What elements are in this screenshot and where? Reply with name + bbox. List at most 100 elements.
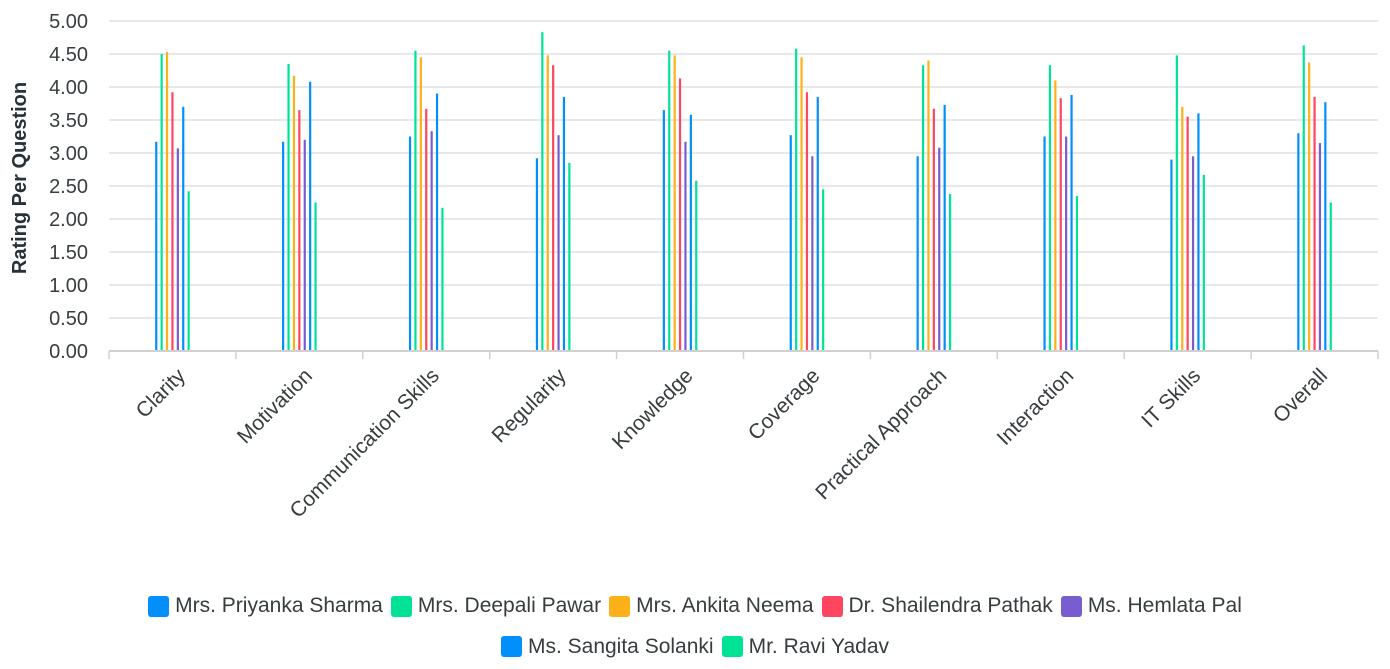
bar[interactable]: [298, 110, 301, 351]
bar[interactable]: [927, 60, 930, 351]
y-axis: 0.00 0.50 1.00 1.50 2.00 2.50 3.00 3.50 4.00 4.50…: [49, 11, 88, 363]
bar[interactable]: [816, 96, 819, 352]
bar[interactable]: [921, 65, 925, 351]
bar[interactable]: [1202, 174, 1205, 351]
y-tick-label: 1.50: [49, 242, 88, 264]
bar[interactable]: [1297, 133, 1300, 351]
bar[interactable]: [673, 55, 676, 351]
bar[interactable]: [916, 156, 919, 351]
bar[interactable]: [441, 207, 444, 351]
bar[interactable]: [1197, 113, 1200, 352]
bar[interactable]: [557, 135, 560, 351]
bar[interactable]: [165, 52, 169, 352]
bar[interactable]: [187, 191, 190, 351]
bar[interactable]: [1186, 116, 1189, 351]
bar[interactable]: [1308, 62, 1311, 352]
bar[interactable]: [943, 104, 946, 351]
bar[interactable]: [1318, 143, 1322, 351]
bar[interactable]: [552, 65, 555, 351]
bar[interactable]: [822, 189, 825, 351]
bar[interactable]: [414, 50, 417, 351]
bar[interactable]: [155, 141, 158, 351]
bar[interactable]: [1181, 106, 1184, 351]
legend-label: Mrs. Deepali Pawar: [417, 594, 602, 617]
legend-label: Ms. Hemlata Pal: [1087, 594, 1242, 617]
legend-swatch: [1060, 595, 1082, 617]
bar[interactable]: [160, 54, 163, 351]
bar[interactable]: [1048, 65, 1052, 351]
bar[interactable]: [1054, 80, 1057, 352]
y-tick-label: 1.00: [49, 275, 88, 297]
bar[interactable]: [1075, 195, 1079, 351]
legend-item[interactable]: Ms. Sangita Solanki: [500, 629, 714, 665]
bar[interactable]: [568, 162, 571, 351]
y-tick-label: 5.00: [49, 11, 88, 33]
bar[interactable]: [938, 147, 941, 351]
bar[interactable]: [292, 75, 296, 351]
bar[interactable]: [1070, 94, 1073, 352]
legend-swatch: [721, 636, 743, 657]
bar[interactable]: [795, 48, 798, 351]
legend-label: Mrs. Ankita Neema: [636, 594, 814, 617]
legend-item[interactable]: Mrs. Ankita Neema: [609, 588, 814, 624]
bar[interactable]: [789, 135, 792, 351]
bar[interactable]: [1313, 96, 1316, 352]
bar[interactable]: [689, 114, 692, 351]
legend-item[interactable]: Mrs. Priyanka Sharma: [148, 588, 383, 624]
bar[interactable]: [668, 50, 671, 351]
legend-item[interactable]: Mr. Ravi Yadav: [721, 629, 890, 665]
bar[interactable]: [684, 141, 687, 351]
legend-swatch: [148, 595, 170, 617]
bar[interactable]: [1324, 102, 1327, 352]
bar[interactable]: [1329, 202, 1332, 352]
bar[interactable]: [309, 81, 312, 351]
bar[interactable]: [419, 57, 422, 352]
bar[interactable]: [1043, 136, 1046, 352]
y-tick-label: 4.50: [49, 44, 88, 66]
bar[interactable]: [948, 193, 952, 351]
bar[interactable]: [408, 136, 412, 352]
bar[interactable]: [562, 96, 566, 352]
bar[interactable]: [678, 78, 682, 352]
legend-swatch: [609, 595, 631, 617]
bar[interactable]: [425, 108, 428, 351]
bar[interactable]: [546, 55, 549, 351]
bar[interactable]: [541, 32, 544, 351]
bar[interactable]: [176, 148, 179, 351]
bar[interactable]: [1170, 159, 1173, 351]
bar[interactable]: [1065, 136, 1068, 352]
bar[interactable]: [430, 131, 433, 351]
y-tick-label: 3.50: [49, 110, 88, 132]
bar[interactable]: [314, 202, 317, 352]
x-tick-label: Knowledge: [608, 364, 698, 454]
bars: [155, 32, 1332, 352]
bar[interactable]: [811, 156, 814, 351]
bar[interactable]: [800, 57, 803, 352]
bar[interactable]: [695, 180, 698, 351]
bar[interactable]: [662, 110, 665, 351]
bar[interactable]: [805, 92, 809, 351]
y-tick-label: 2.00: [49, 209, 88, 231]
bar[interactable]: [1059, 98, 1062, 351]
bar[interactable]: [932, 108, 935, 351]
legend-swatch: [821, 595, 843, 617]
bar[interactable]: [171, 92, 174, 351]
legend-item[interactable]: Dr. Shailendra Pathak: [821, 588, 1053, 624]
bar[interactable]: [1302, 45, 1305, 352]
x-tick-label: Clarity: [132, 364, 191, 423]
bar[interactable]: [287, 63, 290, 352]
bar[interactable]: [535, 158, 539, 351]
y-tick-label: 0.00: [49, 341, 88, 363]
bar[interactable]: [435, 93, 439, 351]
legend-item[interactable]: Ms. Hemlata Pal: [1060, 588, 1242, 624]
bar[interactable]: [182, 106, 185, 351]
bar[interactable]: [1175, 55, 1178, 351]
bar[interactable]: [1191, 156, 1195, 351]
x-tick-label: Practical Approach: [811, 364, 951, 504]
legend-item[interactable]: Mrs. Deepali Pawar: [390, 588, 602, 624]
bar[interactable]: [303, 139, 306, 351]
bar[interactable]: [282, 141, 285, 351]
legend-label: Mr. Ravi Yadav: [748, 634, 890, 658]
